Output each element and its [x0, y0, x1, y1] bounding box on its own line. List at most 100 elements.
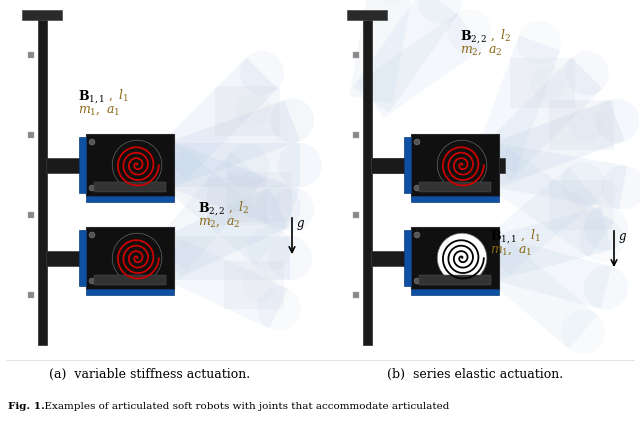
- Text: $,\ \mathit{l}_{2}$: $,\ \mathit{l}_{2}$: [228, 200, 249, 215]
- Bar: [510, 58, 575, 108]
- Polygon shape: [488, 100, 625, 186]
- Bar: [86, 196, 174, 202]
- Bar: [371, 158, 451, 173]
- Bar: [46, 250, 90, 266]
- Circle shape: [236, 93, 270, 128]
- Polygon shape: [170, 143, 300, 187]
- Circle shape: [418, 0, 462, 24]
- Text: Fig. 1.: Fig. 1.: [8, 402, 45, 411]
- Circle shape: [257, 287, 301, 331]
- Circle shape: [561, 162, 605, 206]
- Bar: [548, 100, 614, 150]
- Text: $\mathbf{B}_{1,1}$: $\mathbf{B}_{1,1}$: [78, 88, 105, 105]
- Polygon shape: [358, 13, 482, 118]
- Circle shape: [89, 185, 95, 191]
- Bar: [353, 292, 359, 298]
- Text: $\mathbf{B}_{1,1}$: $\mathbf{B}_{1,1}$: [490, 228, 517, 245]
- Circle shape: [89, 278, 95, 284]
- Text: $g$: $g$: [618, 231, 627, 245]
- Circle shape: [561, 310, 605, 354]
- Circle shape: [268, 236, 312, 280]
- Text: (a)  variable stiffness actuation.: (a) variable stiffness actuation.: [49, 368, 251, 381]
- Bar: [362, 15, 371, 345]
- Circle shape: [226, 184, 259, 218]
- Circle shape: [270, 187, 314, 232]
- Circle shape: [240, 51, 284, 95]
- Bar: [215, 85, 280, 136]
- Bar: [224, 261, 284, 309]
- Polygon shape: [153, 152, 264, 272]
- Text: $,\ \mathit{l}_{2}$: $,\ \mathit{l}_{2}$: [490, 28, 511, 43]
- Text: Examples of articulated soft robots with joints that accommodate articulated: Examples of articulated soft robots with…: [38, 402, 449, 411]
- Text: $\mathbf{B}_{2,2}$: $\mathbf{B}_{2,2}$: [460, 28, 488, 45]
- Bar: [353, 52, 359, 58]
- Circle shape: [437, 140, 487, 190]
- Text: $\mathit{m}_{1},\ \mathit{a}_{1}$: $\mathit{m}_{1},\ \mathit{a}_{1}$: [78, 104, 120, 117]
- Circle shape: [437, 233, 487, 283]
- Circle shape: [278, 143, 322, 187]
- Polygon shape: [161, 238, 288, 329]
- Circle shape: [414, 139, 420, 145]
- Bar: [28, 292, 34, 298]
- Polygon shape: [490, 237, 612, 309]
- Text: $\mathit{m}_{2},\ \mathit{a}_{2}$: $\mathit{m}_{2},\ \mathit{a}_{2}$: [460, 44, 502, 57]
- Circle shape: [530, 65, 565, 100]
- Circle shape: [414, 232, 420, 238]
- Circle shape: [112, 233, 162, 283]
- Bar: [404, 230, 411, 286]
- Text: $,\ \mathit{l}_{1}$: $,\ \mathit{l}_{1}$: [108, 88, 129, 103]
- Circle shape: [248, 227, 292, 271]
- Text: (b)  series elastic actuation.: (b) series elastic actuation.: [387, 368, 563, 381]
- Text: $\mathit{m}_{2},\ \mathit{a}_{2}$: $\mathit{m}_{2},\ \mathit{a}_{2}$: [198, 216, 240, 229]
- Polygon shape: [481, 241, 597, 349]
- Bar: [411, 227, 499, 289]
- Bar: [28, 212, 34, 218]
- Bar: [86, 134, 174, 196]
- Bar: [227, 173, 292, 223]
- Bar: [79, 230, 86, 286]
- Bar: [79, 137, 86, 193]
- Circle shape: [568, 108, 604, 142]
- Circle shape: [584, 206, 628, 250]
- Bar: [38, 15, 47, 345]
- Circle shape: [601, 166, 640, 210]
- Polygon shape: [163, 144, 300, 230]
- Polygon shape: [479, 57, 602, 181]
- Circle shape: [112, 140, 162, 190]
- Bar: [22, 10, 62, 20]
- Bar: [347, 10, 387, 20]
- Circle shape: [579, 218, 623, 261]
- Bar: [207, 177, 268, 225]
- Bar: [411, 289, 499, 295]
- Text: $\mathbf{B}_{2,2}$: $\mathbf{B}_{2,2}$: [198, 200, 225, 217]
- Circle shape: [414, 185, 420, 191]
- Circle shape: [225, 144, 269, 188]
- Bar: [548, 180, 614, 230]
- Polygon shape: [490, 207, 612, 279]
- Circle shape: [565, 51, 609, 95]
- Text: $\mathit{m}_{1},\ \mathit{a}_{1}$: $\mathit{m}_{1},\ \mathit{a}_{1}$: [490, 244, 532, 257]
- Circle shape: [447, 9, 492, 53]
- Circle shape: [242, 269, 275, 302]
- Bar: [94, 182, 166, 192]
- Bar: [404, 137, 411, 193]
- Polygon shape: [170, 236, 290, 280]
- Bar: [419, 275, 491, 285]
- Text: $g$: $g$: [296, 218, 305, 232]
- Bar: [94, 275, 166, 285]
- Text: $,\ \mathit{l}_{1}$: $,\ \mathit{l}_{1}$: [520, 228, 541, 244]
- Polygon shape: [474, 35, 560, 173]
- Polygon shape: [353, 0, 458, 113]
- Bar: [86, 227, 174, 289]
- Circle shape: [257, 185, 301, 229]
- Polygon shape: [156, 148, 284, 266]
- Polygon shape: [161, 187, 288, 278]
- Bar: [28, 132, 34, 138]
- Polygon shape: [481, 167, 597, 275]
- Polygon shape: [349, 0, 413, 104]
- Circle shape: [595, 99, 639, 142]
- Polygon shape: [154, 57, 278, 181]
- Bar: [28, 52, 34, 58]
- Bar: [353, 212, 359, 218]
- Circle shape: [247, 180, 282, 215]
